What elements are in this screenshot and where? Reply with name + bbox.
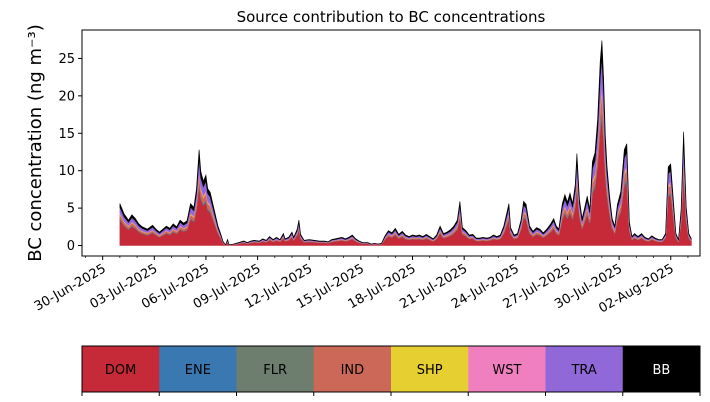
legend-swatch-bb [622, 346, 701, 392]
legend-label-ind: IND [341, 363, 365, 378]
legend-swatch-tra [545, 346, 624, 392]
legend-label-flr: FLR [263, 363, 287, 378]
legend-colorbar: DOM ENE FLR IND SHP WST TRA BB [81, 345, 701, 396]
legend-swatch-dom [82, 346, 160, 392]
stacked-area-series [119, 40, 692, 246]
y-tick-label: 15 [58, 127, 75, 142]
y-axis: 0 5 10 15 20 25 [58, 52, 82, 254]
y-tick-label: 0 [67, 239, 75, 254]
legend-label-ene: ENE [185, 363, 211, 378]
legend-label-tra: TRA [570, 363, 596, 378]
y-tick-label: 25 [58, 52, 75, 67]
plot-frame [81, 29, 701, 257]
y-tick-label: 20 [58, 89, 75, 104]
y-tick-label: 5 [67, 202, 75, 217]
chart-title: Source contribution to BC concentrations [237, 8, 546, 26]
y-tick-label: 10 [58, 164, 75, 179]
y-axis-label: BC concentration (ng m⁻³) [25, 24, 46, 262]
legend-label-shp: SHP [417, 363, 443, 378]
legend-label-wst: WST [492, 363, 521, 378]
x-axis: 30-Jun-202503-Jul-202506-Jul-202509-Jul-… [32, 256, 689, 317]
legend-swatch-shp [391, 346, 469, 392]
legend-swatch-flr [236, 346, 315, 392]
legend-label-dom: DOM [105, 363, 136, 378]
legend-label-bb: BB [652, 363, 670, 378]
legend-swatch-wst [468, 346, 546, 392]
area-bb [119, 40, 692, 246]
legend-swatch-ind [313, 346, 392, 392]
legend-swatch-ene [159, 346, 237, 392]
